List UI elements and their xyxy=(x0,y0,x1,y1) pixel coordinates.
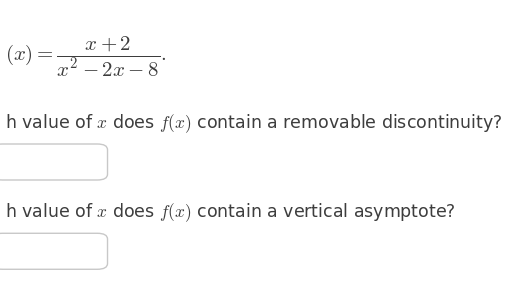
FancyBboxPatch shape xyxy=(0,144,108,180)
Text: h value of $x$ does $f(x)$ contain a removable discontinuity?: h value of $x$ does $f(x)$ contain a rem… xyxy=(5,112,503,135)
Text: $(x) = \dfrac{x+2}{x^2-2x-8}.$: $(x) = \dfrac{x+2}{x^2-2x-8}.$ xyxy=(5,35,167,79)
FancyBboxPatch shape xyxy=(0,233,108,269)
Text: h value of $x$ does $f(x)$ contain a vertical asymptote?: h value of $x$ does $f(x)$ contain a ver… xyxy=(5,202,456,224)
